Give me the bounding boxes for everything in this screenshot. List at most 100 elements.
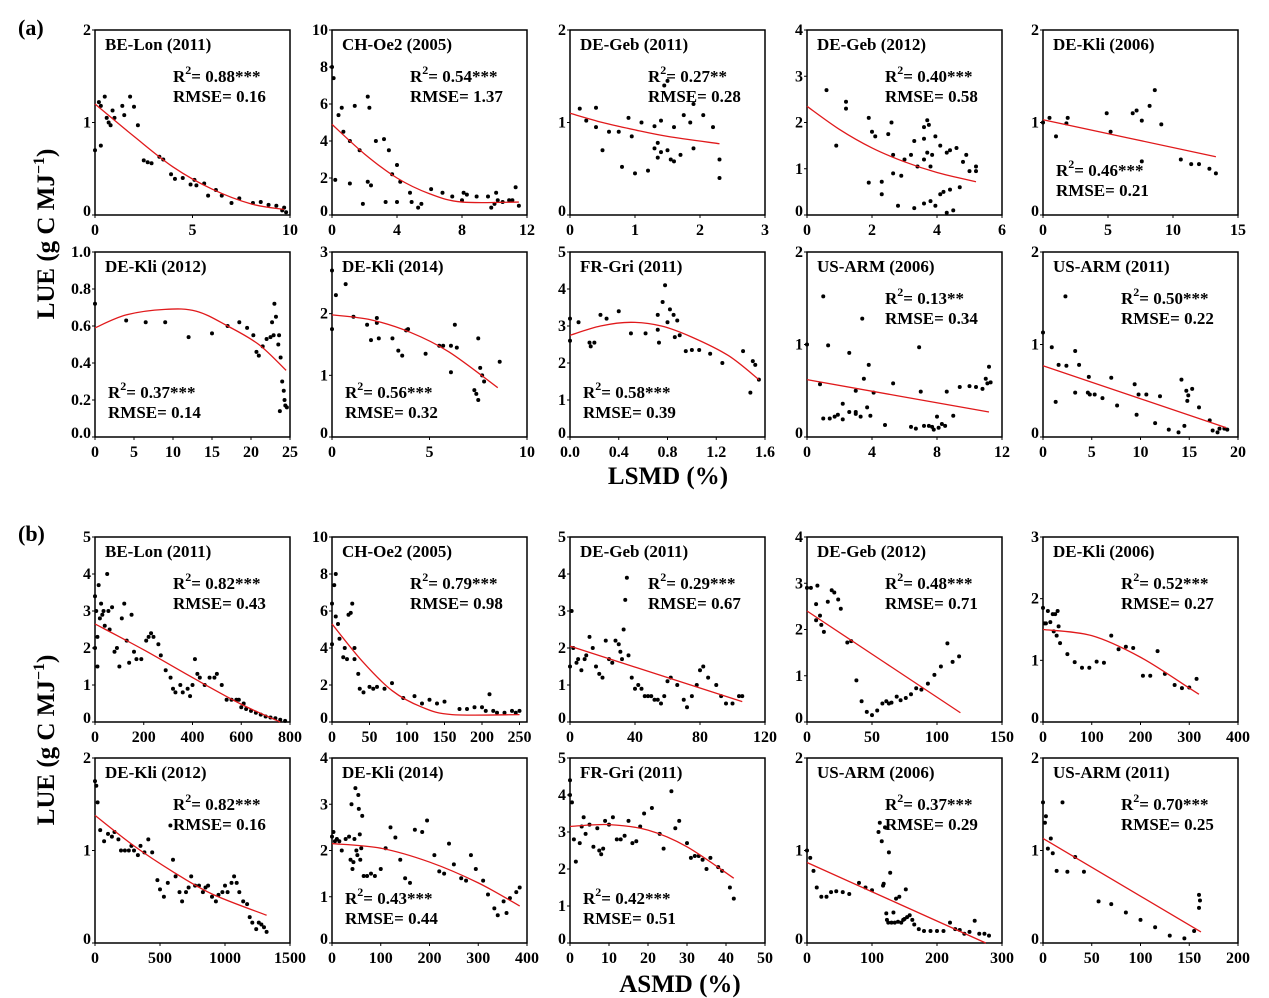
data-point	[412, 694, 417, 699]
data-point	[891, 910, 896, 915]
y-tick-label: 4	[558, 787, 566, 804]
data-point	[652, 146, 657, 151]
data-point	[917, 345, 922, 350]
y-tick-label: 0	[1031, 710, 1039, 727]
data-point	[948, 920, 952, 925]
data-point	[1041, 800, 1045, 805]
data-point	[151, 634, 156, 639]
data-point	[987, 364, 991, 369]
data-point	[1055, 609, 1060, 613]
r2-annotation: R2= 0.70***	[1121, 791, 1208, 814]
data-point	[197, 675, 202, 680]
data-point	[441, 343, 446, 348]
data-point	[1065, 115, 1070, 120]
data-point	[643, 331, 648, 336]
data-point	[514, 890, 519, 895]
y-tick-label: 1	[83, 115, 91, 132]
data-point	[879, 192, 884, 197]
data-point	[568, 338, 572, 343]
panel-b-1: 0 200 400 600 800 0 1 2 3 4 5 BE-Lon (2011) R2= 0.82…	[83, 529, 302, 746]
data-point	[614, 837, 619, 842]
data-point	[620, 164, 624, 169]
data-point	[173, 874, 178, 879]
data-point	[180, 899, 185, 904]
x-tick-label: 300	[466, 950, 490, 967]
panel-title: US-ARM (2011)	[1053, 763, 1170, 782]
x-tick-label: 200	[1226, 950, 1250, 967]
x-tick-label: 10	[1133, 444, 1149, 461]
data-point	[403, 876, 408, 881]
data-point	[944, 210, 949, 215]
data-point	[938, 192, 943, 197]
data-point	[603, 818, 608, 823]
data-point	[919, 687, 924, 692]
data-point	[639, 120, 644, 125]
x-tick-label: 500	[148, 950, 172, 967]
data-point	[1056, 624, 1061, 629]
data-point	[124, 318, 129, 323]
data-point	[1072, 660, 1077, 665]
y-tick-label: 4	[320, 750, 328, 767]
data-point	[891, 381, 896, 386]
data-point	[376, 336, 381, 341]
y-tick-label: 0.8	[71, 281, 91, 298]
x-tick-label: 15	[204, 444, 220, 461]
data-point	[106, 609, 111, 613]
data-point	[101, 609, 106, 613]
data-point	[163, 668, 168, 673]
data-point	[655, 140, 660, 145]
panel-title: BE-Lon (2011)	[105, 542, 211, 561]
data-point	[352, 836, 357, 841]
y-tick-label: 1	[83, 677, 91, 694]
data-point	[237, 320, 242, 325]
y-tick-label: 2	[83, 640, 91, 657]
data-point	[116, 837, 121, 842]
data-point	[568, 316, 572, 321]
panel-label-a: (a)	[18, 15, 44, 40]
data-point	[465, 707, 469, 712]
x-tick-label: 0	[566, 729, 574, 746]
y-tick-label: 1	[558, 392, 566, 409]
x-tick-label: 4	[868, 444, 876, 461]
data-point	[357, 686, 362, 691]
data-point	[610, 815, 615, 820]
data-point	[838, 606, 843, 611]
y-tick-label: 3	[83, 603, 91, 620]
data-point	[510, 198, 515, 203]
data-point	[94, 609, 99, 613]
data-point	[268, 335, 273, 340]
data-point	[1096, 899, 1101, 904]
data-point	[859, 699, 864, 704]
x-tick-label: 15	[1181, 444, 1197, 461]
data-point	[95, 664, 100, 669]
data-point	[616, 129, 621, 134]
data-point	[158, 653, 163, 658]
y-tick-label: 2	[795, 244, 803, 261]
data-point	[517, 708, 522, 713]
fit-curve	[569, 112, 720, 145]
rmse-annotation: RMSE= 0.27	[1121, 594, 1214, 613]
y-tick-label: 0	[320, 931, 328, 948]
data-point	[698, 668, 702, 673]
panel-a-1: 0 5 10 0 1 2 BE-Lon (2011) R2= 0.88***RMSE= 0.1…	[83, 22, 298, 239]
data-point	[661, 846, 666, 851]
data-point	[613, 638, 618, 643]
data-point	[358, 857, 363, 862]
data-point	[390, 336, 395, 341]
data-point	[343, 282, 348, 287]
panel-title: FR-Gri (2011)	[580, 257, 682, 276]
data-point	[866, 115, 871, 120]
data-point	[359, 846, 364, 851]
data-point	[122, 113, 127, 118]
data-point	[451, 862, 456, 867]
x-tick-label: 1	[631, 222, 639, 239]
y-tick-label: 1	[1031, 652, 1039, 669]
data-point	[944, 389, 949, 394]
data-point	[112, 649, 117, 654]
data-point	[597, 671, 602, 676]
panel-title: BE-Lon (2011)	[105, 35, 211, 54]
data-point	[909, 692, 913, 697]
panel-title: CH-Oe2 (2005)	[342, 542, 452, 561]
